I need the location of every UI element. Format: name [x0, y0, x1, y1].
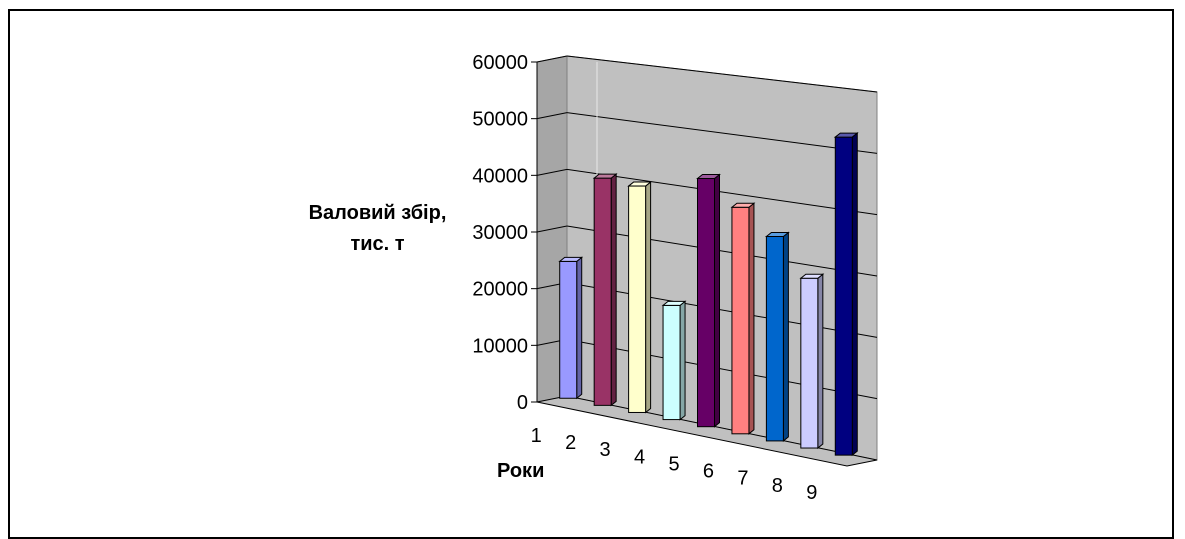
bar-side-9	[851, 132, 858, 457]
gridline-side	[536, 55, 568, 63]
bar-side-6	[748, 202, 755, 435]
y-axis-label: Валовий збір, тис. т	[270, 198, 485, 260]
x-tick-label: 3	[600, 439, 611, 461]
gridline-side	[536, 112, 568, 120]
bar-side-4	[679, 300, 686, 421]
x-tick-label: 7	[737, 468, 748, 490]
gridline-side	[536, 225, 568, 233]
y-tick-label: 60000	[472, 52, 528, 74]
y-axis-label-line-1: Валовий збір,	[308, 202, 447, 224]
bar-top-8	[799, 273, 825, 279]
x-tick-label: 4	[634, 446, 645, 468]
y-tick-label: 40000	[472, 165, 528, 187]
bar-7	[765, 235, 784, 442]
bar-3	[628, 185, 647, 413]
bar-2	[593, 177, 612, 406]
bar-top-2	[592, 173, 618, 179]
chart-plot: 0 10000 20000 30000 40000 50000 60000 1 2 3 4 5 6 7 8 9	[472, 52, 878, 504]
gridline	[566, 282, 878, 338]
bar-9	[834, 136, 853, 456]
x-tick-label: 2	[565, 432, 576, 454]
bar-top-5	[696, 174, 721, 180]
bar-top-7	[764, 231, 790, 237]
y-tick-label: 50000	[472, 109, 528, 131]
bar-top-4	[661, 300, 687, 306]
plot-floor	[536, 395, 878, 467]
bar-top-6	[730, 202, 756, 208]
bar-6	[731, 206, 750, 435]
gridline-side	[536, 168, 568, 176]
y-tick-label: 0	[517, 392, 528, 414]
gridline	[566, 225, 878, 277]
bar-8	[800, 277, 819, 449]
bar-side-5	[714, 173, 720, 428]
y-tick-label: 20000	[472, 279, 528, 301]
gridline	[566, 168, 878, 216]
x-tick-label: 1	[531, 425, 542, 447]
y-tick-label: 30000	[472, 222, 528, 244]
bar-side-2	[610, 173, 617, 407]
gridline	[566, 55, 878, 93]
gridline	[566, 112, 878, 154]
y-axis-label-line-2: тис. т	[350, 233, 405, 255]
x-tick-label: 9	[806, 482, 817, 504]
bar-4	[662, 304, 681, 421]
chart-frame: 0 10000 20000 30000 40000 50000 60000 1 2 3 4 5 6 7 8 9…	[8, 9, 1174, 539]
x-tick-label: 5	[668, 453, 679, 475]
bar-side-3	[645, 181, 652, 414]
bar-5	[697, 178, 715, 428]
bar-top-9	[833, 132, 859, 138]
bar-top-1	[558, 256, 584, 262]
bar-side-7	[782, 231, 789, 442]
bar-top-3	[627, 181, 653, 187]
x-tick-label: 8	[772, 475, 783, 497]
bar-1	[559, 260, 578, 399]
x-tick-label: 6	[703, 461, 714, 483]
gridline	[566, 338, 878, 400]
x-axis-label: Роки	[497, 460, 545, 482]
bar-side-1	[576, 256, 583, 400]
bar-side-8	[817, 273, 824, 450]
y-tick-label: 10000	[472, 335, 528, 357]
